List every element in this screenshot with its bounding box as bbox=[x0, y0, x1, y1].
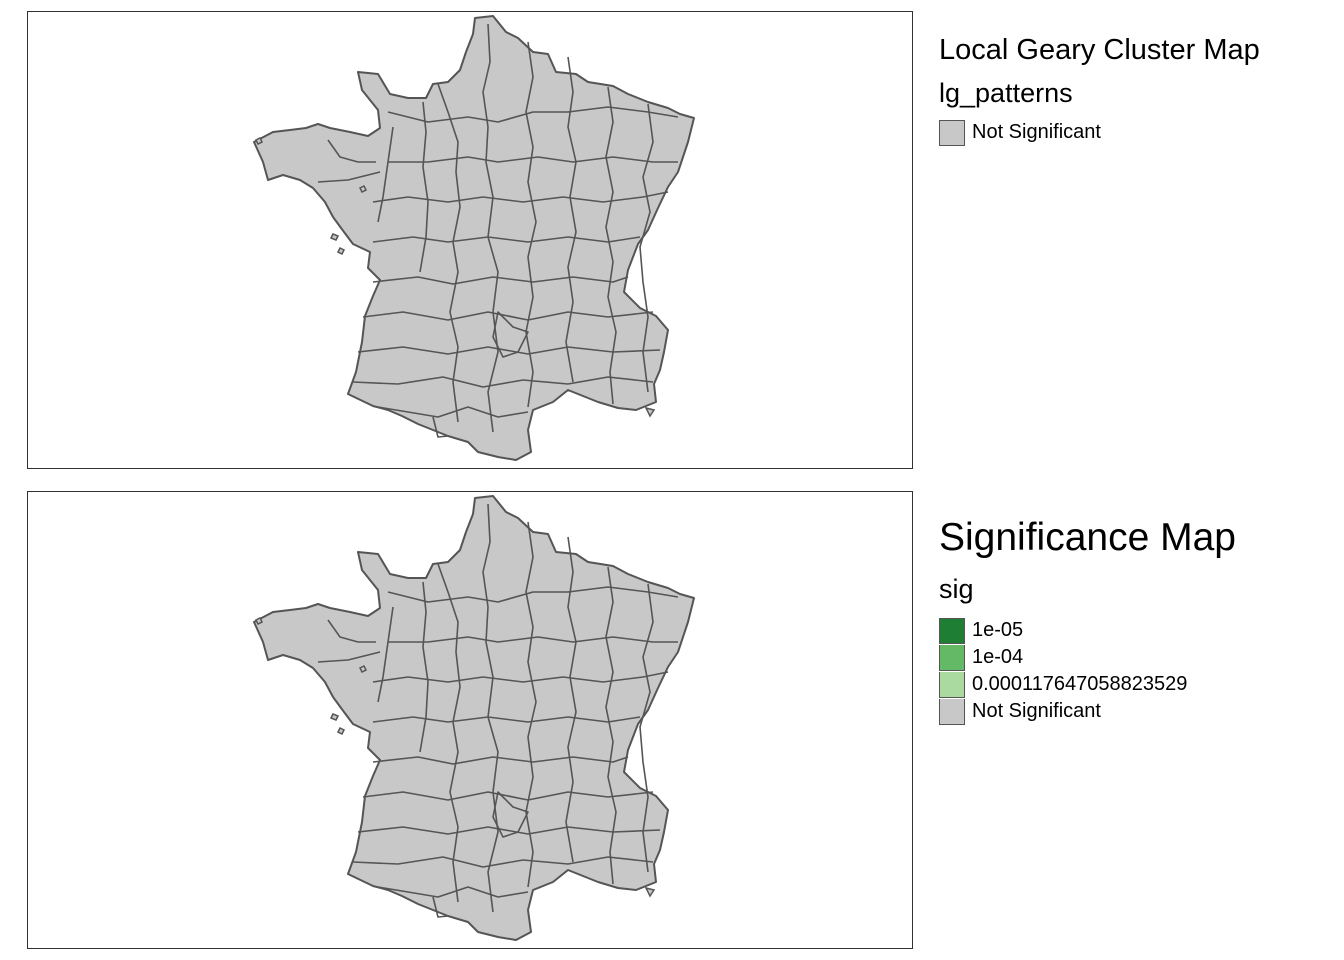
legend-item: 0.000117647058823529 bbox=[939, 671, 1339, 698]
island bbox=[336, 726, 346, 736]
department-boundary bbox=[372, 671, 669, 683]
legend-item: 1e-05 bbox=[939, 617, 1339, 644]
legend-item: 1e-04 bbox=[939, 644, 1339, 671]
island bbox=[336, 246, 346, 256]
department-boundary bbox=[388, 156, 678, 163]
department-boundary bbox=[482, 23, 499, 433]
department-boundary bbox=[377, 886, 529, 898]
legend-items: Not Significant bbox=[939, 119, 1339, 146]
island bbox=[358, 664, 368, 674]
island bbox=[254, 616, 264, 626]
department-boundary bbox=[357, 346, 661, 355]
department-boundary bbox=[352, 376, 654, 388]
france-regions bbox=[253, 495, 695, 941]
department-boundary bbox=[377, 406, 529, 418]
france-regions bbox=[253, 15, 695, 461]
legend-swatch bbox=[939, 617, 965, 644]
cluster-map-legend: Local Geary Cluster Map lg_patterns Not … bbox=[939, 36, 1339, 146]
legend-label: Not Significant bbox=[972, 700, 1101, 722]
legend-item: Not Significant bbox=[939, 119, 1339, 146]
department-boundary bbox=[388, 636, 678, 643]
department-boundary bbox=[525, 521, 537, 888]
department-boundary bbox=[372, 716, 641, 723]
department-boundary bbox=[362, 311, 654, 321]
island bbox=[254, 136, 264, 146]
department-boundary bbox=[639, 103, 654, 393]
department-boundary bbox=[482, 503, 499, 913]
legend-items: 1e-05 1e-04 0.000117647058823529 Not Sig… bbox=[939, 617, 1339, 725]
legend-label: 1e-04 bbox=[972, 646, 1024, 668]
legend-swatch bbox=[939, 119, 965, 146]
department-boundary bbox=[377, 606, 394, 703]
legend-label: 1e-05 bbox=[972, 619, 1024, 641]
legend-swatch bbox=[939, 698, 965, 725]
france-map-significance bbox=[253, 495, 695, 941]
department-boundary bbox=[432, 416, 449, 438]
department-boundary bbox=[639, 583, 654, 873]
department-boundary bbox=[327, 619, 376, 643]
legend-swatch bbox=[939, 644, 965, 671]
legend-label: Not Significant bbox=[972, 121, 1101, 143]
legend-label: 0.000117647058823529 bbox=[972, 673, 1188, 695]
department-boundary bbox=[377, 126, 394, 223]
legend-title: Local Geary Cluster Map bbox=[939, 34, 1260, 66]
cluster-map-panel bbox=[27, 11, 913, 469]
department-boundary bbox=[317, 651, 381, 663]
island bbox=[644, 886, 656, 898]
department-boundary bbox=[432, 896, 449, 918]
department-boundary bbox=[357, 826, 661, 835]
department-boundary bbox=[317, 171, 381, 183]
department-boundary bbox=[419, 581, 429, 753]
department-boundary bbox=[327, 139, 376, 163]
significance-map-legend: Significance Map sig 1e-05 1e-04 0.00011… bbox=[939, 518, 1339, 725]
department-boundary bbox=[492, 791, 529, 838]
department-boundary bbox=[387, 586, 679, 603]
department-boundary bbox=[387, 106, 679, 123]
department-boundary bbox=[492, 311, 529, 358]
island bbox=[329, 233, 340, 241]
department-boundary bbox=[565, 536, 577, 863]
department-boundary bbox=[372, 756, 629, 765]
legend-variable: sig bbox=[939, 574, 974, 604]
department-boundary bbox=[565, 56, 577, 383]
legend-swatch bbox=[939, 671, 965, 698]
department-boundary bbox=[372, 276, 629, 285]
island bbox=[329, 713, 340, 721]
department-boundary bbox=[352, 856, 654, 868]
department-boundary bbox=[372, 236, 641, 243]
island bbox=[358, 184, 368, 194]
department-boundary bbox=[372, 191, 669, 203]
department-boundary bbox=[525, 41, 537, 408]
department-boundary bbox=[362, 791, 654, 801]
legend-variable: lg_patterns bbox=[939, 78, 1073, 108]
department-boundary bbox=[419, 101, 429, 273]
legend-item: Not Significant bbox=[939, 698, 1339, 725]
significance-map-panel bbox=[27, 491, 913, 949]
legend-title: Significance Map bbox=[939, 516, 1236, 559]
island bbox=[644, 406, 656, 418]
france-map-cluster bbox=[253, 15, 695, 461]
